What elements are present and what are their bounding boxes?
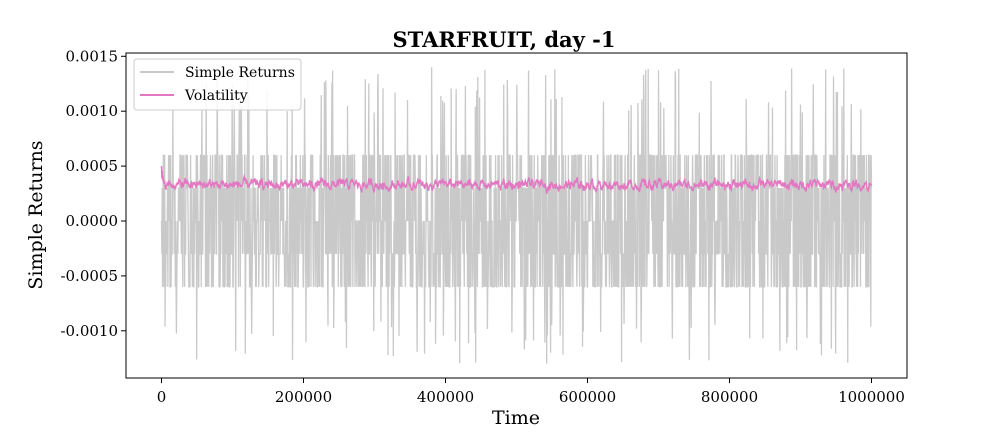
y-tick-label: -0.0005	[60, 267, 118, 285]
x-tick-label: 800000	[701, 388, 758, 406]
y-tick-label: 0.0015	[66, 47, 119, 65]
y-tick-label: -0.0010	[60, 322, 118, 340]
y-tick-label: 0.0010	[66, 102, 119, 120]
axis-ticks: 0 200000 400000 600000 800000 1000000 -0.0010 -…	[60, 47, 904, 406]
x-tick-label: 0	[157, 388, 167, 406]
x-tick-label: 1000000	[838, 388, 905, 406]
y-tick-label: 0.0005	[66, 157, 119, 175]
x-tick-label: 200000	[275, 388, 332, 406]
plot-frame	[125, 52, 908, 379]
x-axis-label: Time	[492, 407, 540, 429]
x-tick-label: 600000	[559, 388, 616, 406]
y-axis-label: Simple Returns	[25, 140, 47, 289]
legend: Simple Returns Volatility	[133, 58, 302, 111]
series-line-volatility	[160, 166, 873, 195]
legend-label-volatility: Volatility	[184, 88, 248, 104]
legend-box	[133, 58, 302, 111]
plot-area	[160, 67, 873, 364]
legend-label-simple-returns: Simple Returns	[185, 65, 295, 81]
y-tick-label: 0.0000	[66, 212, 119, 230]
x-tick-label: 400000	[417, 388, 474, 406]
series-line-simple-returns	[160, 67, 873, 364]
chart-title: STARFRUIT, day -1	[393, 27, 616, 52]
